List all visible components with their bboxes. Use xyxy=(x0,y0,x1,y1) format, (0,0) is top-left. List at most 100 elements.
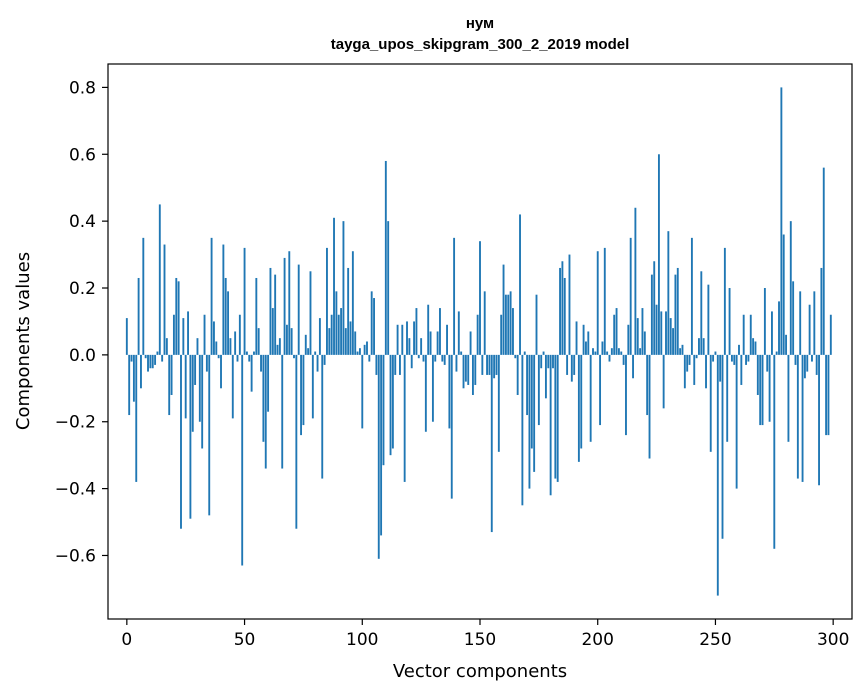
bar-274 xyxy=(771,311,773,355)
bar-74 xyxy=(300,354,302,436)
y-tick-label: −0.6 xyxy=(55,546,96,566)
bar-80 xyxy=(314,351,317,355)
bar-61 xyxy=(269,267,272,355)
bar-series xyxy=(125,87,832,596)
bar-48 xyxy=(238,314,241,355)
bar-276 xyxy=(775,351,778,355)
bar-161 xyxy=(504,294,507,355)
bar-41 xyxy=(222,244,225,355)
bar-59 xyxy=(264,354,267,469)
bar-227 xyxy=(660,311,663,355)
bar-201 xyxy=(599,354,602,426)
bar-251 xyxy=(716,354,719,596)
bar-221 xyxy=(646,354,649,416)
bar-243 xyxy=(698,338,700,355)
bar-225 xyxy=(655,304,658,355)
bar-288 xyxy=(803,354,806,379)
bar-199 xyxy=(594,351,597,355)
bar-122 xyxy=(413,321,416,355)
bar-175 xyxy=(537,354,540,426)
bar-138 xyxy=(450,354,453,499)
bar-45 xyxy=(231,354,234,419)
bar-112 xyxy=(389,354,392,456)
bar-240 xyxy=(690,237,693,355)
bar-254 xyxy=(723,247,726,355)
bar-214 xyxy=(629,237,632,355)
bar-103 xyxy=(368,354,371,362)
bar-189 xyxy=(570,354,573,382)
bar-87 xyxy=(330,314,333,355)
bar-186 xyxy=(563,277,566,355)
bar-139 xyxy=(453,237,456,355)
bar-60 xyxy=(267,354,270,412)
bar-234 xyxy=(676,267,679,355)
bar-207 xyxy=(613,314,616,355)
bar-44 xyxy=(229,338,232,355)
bar-182 xyxy=(554,354,557,479)
bar-183 xyxy=(556,354,559,482)
x-tick-label: 300 xyxy=(817,630,849,650)
bar-126 xyxy=(422,354,425,362)
bar-263 xyxy=(745,354,747,365)
bar-258 xyxy=(733,354,736,365)
bar-129 xyxy=(429,331,432,355)
bar-184 xyxy=(559,267,561,355)
bar-191 xyxy=(575,321,578,355)
bar-264 xyxy=(747,354,750,362)
bar-282 xyxy=(789,221,792,355)
bar-297 xyxy=(825,354,828,436)
bar-47 xyxy=(236,354,239,362)
bar-218 xyxy=(639,348,642,355)
bar-237 xyxy=(683,354,686,389)
bar-169 xyxy=(523,351,526,355)
y-tick-label: −0.2 xyxy=(55,413,96,433)
bar-4 xyxy=(135,354,138,482)
bar-6 xyxy=(140,354,142,389)
bar-144 xyxy=(464,354,467,382)
bar-15 xyxy=(161,354,164,362)
y-axis-label: Components values xyxy=(13,252,34,430)
bar-292 xyxy=(813,291,816,355)
bar-40 xyxy=(220,354,222,389)
bar-3 xyxy=(132,354,135,402)
bar-102 xyxy=(366,341,368,355)
bar-71 xyxy=(293,354,295,359)
bar-298 xyxy=(827,354,830,436)
bar-137 xyxy=(448,354,451,429)
bar-21 xyxy=(175,277,178,355)
bar-108 xyxy=(380,354,383,536)
bar-82 xyxy=(318,318,321,355)
x-axis-ticks: 0 50 100 150 200 250 300 xyxy=(121,619,849,650)
bar-155 xyxy=(490,354,493,533)
bar-295 xyxy=(820,267,823,355)
bar-37 xyxy=(213,321,215,355)
bar-164 xyxy=(512,308,514,355)
bar-88 xyxy=(333,217,335,355)
bar-253 xyxy=(721,354,724,539)
bar-291 xyxy=(811,354,813,362)
bar-125 xyxy=(420,338,423,355)
bar-63 xyxy=(274,274,277,355)
bar-257 xyxy=(730,354,733,362)
bar-10 xyxy=(149,354,152,369)
bar-113 xyxy=(391,354,394,449)
bar-190 xyxy=(573,354,576,375)
bar-152 xyxy=(483,291,486,355)
bar-154 xyxy=(488,354,491,375)
bar-24 xyxy=(182,318,185,355)
bar-99 xyxy=(358,348,361,355)
bar-105 xyxy=(373,298,375,355)
bar-62 xyxy=(271,308,274,355)
bar-73 xyxy=(297,264,300,355)
bar-7 xyxy=(142,237,145,355)
bar-290 xyxy=(808,304,811,355)
chart-title: нум xyxy=(466,15,494,32)
bar-97 xyxy=(354,331,357,355)
bar-167 xyxy=(519,214,521,355)
x-tick-label: 150 xyxy=(464,630,496,650)
bar-242 xyxy=(695,354,698,359)
bar-55 xyxy=(255,277,258,355)
bar-142 xyxy=(460,351,463,355)
bar-235 xyxy=(679,348,682,355)
